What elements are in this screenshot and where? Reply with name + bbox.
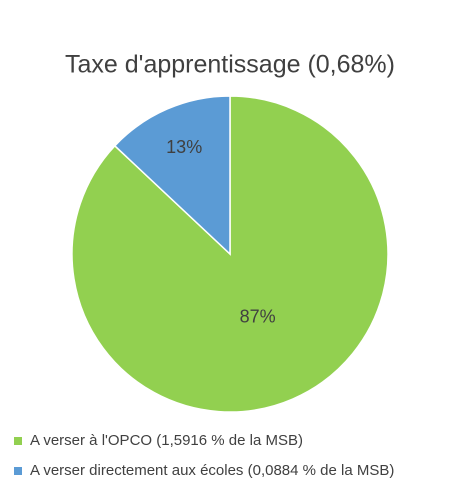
legend-label: A verser à l'OPCO (1,5916 % de la MSB): [30, 432, 303, 449]
pie-slice: [113, 95, 231, 256]
legend-swatch: [14, 437, 22, 445]
legend-label: A verser directement aux écoles (0,0884 …: [30, 462, 394, 479]
legend-swatch: [14, 467, 22, 475]
data-label: 13%: [166, 137, 202, 157]
data-label: 87%: [240, 307, 276, 327]
chart-title: Taxe d'apprentissage (0,68%): [65, 51, 395, 79]
